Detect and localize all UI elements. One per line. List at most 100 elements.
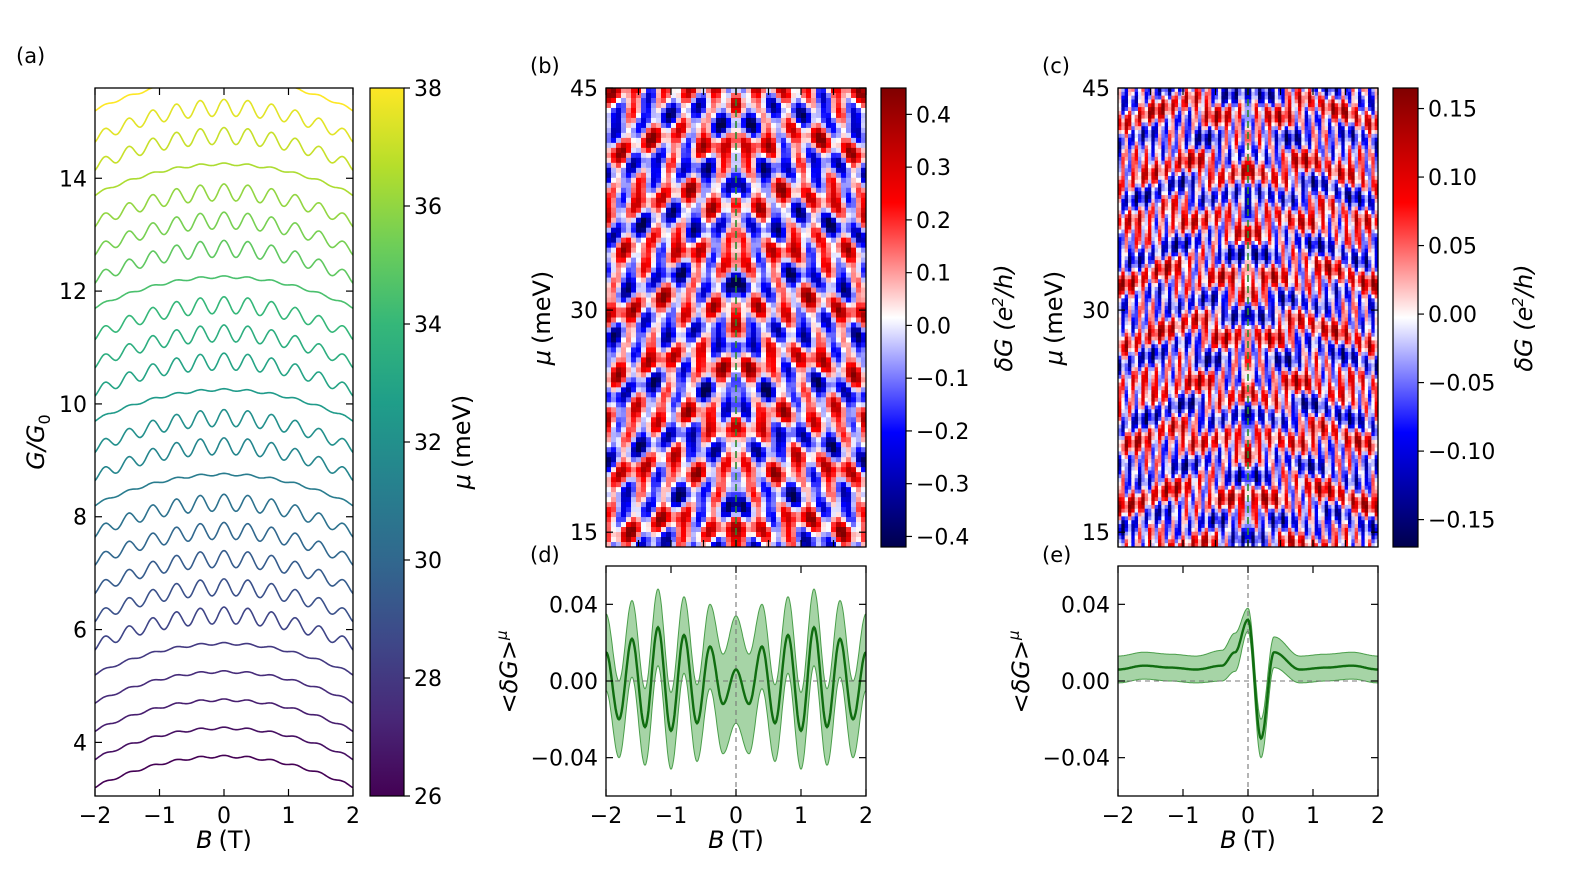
panel-b-cell [786, 88, 792, 94]
panel-b-cell [616, 227, 622, 234]
panel-b-cell [621, 242, 627, 249]
panel-b-cell [796, 472, 802, 478]
panel-b-cell [701, 537, 707, 543]
panel-b-cell [791, 172, 797, 179]
panel-b-cell [806, 252, 812, 259]
panel-b-cell [676, 317, 682, 324]
panel-b-cell [836, 257, 842, 264]
panel-b-cell [761, 252, 767, 259]
panel-b-cell [716, 242, 722, 249]
panel-b-cell [781, 477, 787, 483]
panel-b-cell [686, 212, 692, 219]
panel-b-cell [861, 397, 866, 403]
panel-b-cell [606, 222, 612, 229]
panel-b-cell [731, 527, 737, 533]
panel-b-cell [736, 422, 742, 428]
colorbar-b-tick-label-0: −0.4 [916, 525, 969, 550]
panel-b-cell [736, 512, 742, 518]
panel-b-cell [776, 287, 782, 294]
panel-b-cell [716, 427, 722, 433]
panel-b-cell [781, 262, 787, 269]
panel-b-cell [676, 312, 682, 319]
panel-b-cell [771, 262, 777, 269]
panel-b-cell [656, 482, 662, 488]
panel-b-cell [821, 357, 827, 363]
panel-b-cell [676, 377, 682, 383]
panel-b-cell [641, 357, 647, 363]
panel-b-cell [776, 227, 782, 234]
panel-b-cell [796, 202, 802, 209]
panel-b-cell [831, 322, 837, 329]
panel-b-cell [766, 137, 772, 144]
panel-b-cell [761, 267, 767, 274]
panel-b-cell [791, 107, 797, 114]
panel-b-cell [786, 272, 792, 279]
panel-b-cell [856, 367, 862, 373]
panel-b-cell [836, 137, 842, 144]
panel-b-cell [716, 512, 722, 518]
panel-b-cell [861, 172, 866, 179]
panel-c-cell [1138, 88, 1142, 93]
panel-b-cell [736, 532, 742, 538]
panel-b-cell [791, 282, 797, 289]
panel-b-cell [796, 387, 802, 393]
panel-b-cell [816, 222, 822, 229]
panel-b-cell [671, 247, 677, 254]
panel-b-cell [741, 237, 747, 244]
panel-b-cell [856, 117, 862, 124]
panel-b-cell [611, 297, 617, 304]
panel-b-cell [771, 382, 777, 388]
panel-b-cell [651, 537, 657, 543]
panel-b-cell [611, 492, 617, 498]
panel-b-cell [611, 432, 617, 438]
panel-b-cell [741, 477, 747, 483]
panel-b-cell [616, 382, 622, 388]
panel-b-cell [801, 377, 807, 383]
panel-b-cell [731, 342, 737, 349]
panel-b-cell [861, 337, 866, 344]
panel-b-cell [646, 432, 652, 438]
panel-b-cell [606, 292, 612, 299]
panel-b-cell [781, 467, 787, 473]
panel-b-cell [796, 372, 802, 378]
panel-b-cell [836, 397, 842, 403]
panel-b-cell [791, 357, 797, 363]
panel-b-cell [616, 222, 622, 229]
series-line-mu-34.5 [95, 275, 353, 310]
panel-b-cell [656, 387, 662, 393]
panel-b-cell [621, 227, 627, 234]
panel-b-cell [651, 477, 657, 483]
panel-b-cell [681, 237, 687, 244]
panel-b-cell [721, 212, 727, 219]
panel-b-cell [651, 457, 657, 463]
colorbar-b-tick-label-3: −0.1 [916, 367, 969, 392]
panel-b-cell [676, 417, 682, 423]
panel-b-cell [741, 497, 747, 503]
panel-b-cell [761, 347, 767, 354]
panel-b-cell [686, 452, 692, 458]
panel-b-cell [771, 152, 777, 159]
panel-b-cell [851, 447, 857, 453]
panel-b-cell [731, 297, 737, 304]
panel-b-cell [796, 432, 802, 438]
panel-b-cell [671, 517, 677, 523]
panel-b-cell [656, 257, 662, 264]
panel-b-cell [611, 307, 617, 314]
panel-b-cell [781, 432, 787, 438]
panel-b-cell [691, 252, 697, 259]
panel-b-cell [686, 447, 692, 453]
panel-b-cell [706, 472, 712, 478]
panel-b-cell [696, 412, 702, 418]
panel-b-cell [721, 127, 727, 134]
panel-b-cell [651, 452, 657, 458]
panel-b-cell [851, 397, 857, 403]
panel-b-cell [776, 467, 782, 473]
panel-b-cell [741, 267, 747, 274]
panel-b-cell [746, 157, 752, 164]
panel-b-cell [666, 107, 672, 114]
panel-b-cell [611, 247, 617, 254]
panel-b-cell [731, 332, 737, 339]
panel-b-cell [606, 252, 612, 259]
panel-b-cell [656, 362, 662, 368]
panel-b-cell [846, 437, 852, 443]
